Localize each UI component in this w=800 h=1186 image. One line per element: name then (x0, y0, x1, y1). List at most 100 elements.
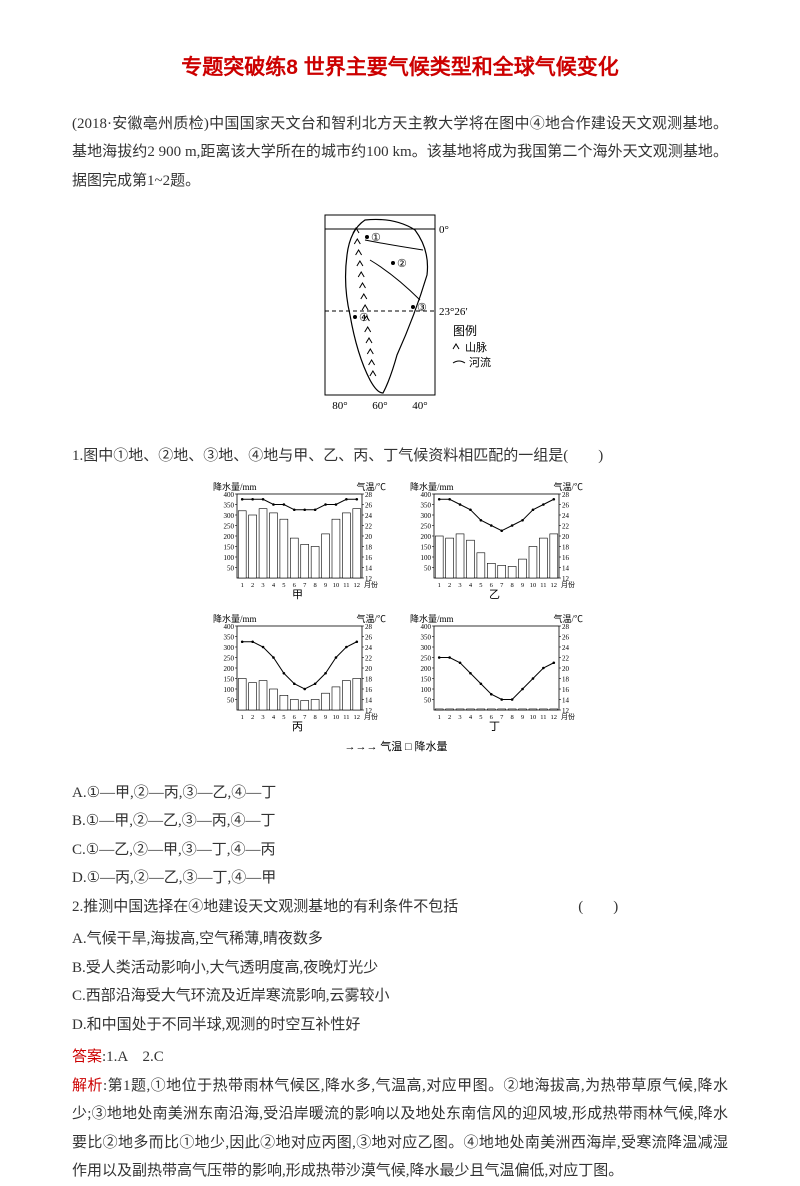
svg-text:降水量/mm: 降水量/mm (410, 613, 454, 624)
svg-text:6: 6 (293, 714, 297, 721)
svg-text:10: 10 (530, 714, 537, 721)
svg-text:1: 1 (438, 582, 441, 589)
svg-text:3: 3 (261, 714, 264, 721)
svg-text:16: 16 (562, 554, 570, 562)
svg-text:16: 16 (365, 686, 373, 694)
svg-text:20: 20 (562, 533, 570, 541)
svg-text:月份: 月份 (561, 580, 575, 589)
svg-text:250: 250 (421, 655, 432, 663)
answer-label: 答案 (72, 1049, 102, 1065)
svg-text:降水量/mm: 降水量/mm (213, 613, 257, 624)
svg-text:24: 24 (562, 644, 570, 652)
svg-text:50: 50 (227, 697, 235, 705)
svg-text:150: 150 (224, 544, 235, 552)
svg-text:18: 18 (365, 544, 373, 552)
svg-text:降水量/mm: 降水量/mm (410, 481, 454, 492)
svg-text:24: 24 (562, 512, 570, 520)
svg-text:3: 3 (261, 582, 264, 589)
svg-text:月份: 月份 (364, 712, 378, 721)
svg-text:200: 200 (224, 533, 235, 541)
intro-paragraph: (2018·安徽亳州质检)中国国家天文台和智利北方天主教大学将在图中④地合作建设… (72, 110, 728, 196)
svg-text:400: 400 (421, 623, 432, 631)
svg-text:4: 4 (469, 714, 473, 721)
svg-text:5: 5 (479, 582, 482, 589)
svg-text:2: 2 (251, 582, 254, 589)
svg-text:26: 26 (562, 502, 570, 510)
svg-text:8: 8 (511, 714, 514, 721)
svg-text:14: 14 (365, 697, 373, 705)
svg-text:12: 12 (551, 582, 558, 589)
svg-text:18: 18 (365, 676, 373, 684)
svg-text:300: 300 (224, 644, 235, 652)
svg-text:23°26′: 23°26′ (439, 306, 468, 318)
svg-text:22: 22 (365, 655, 373, 663)
q2-blank: ( ) (458, 899, 618, 915)
q2-option-a: A.气候干旱,海拔高,空气稀薄,晴夜数多 (72, 925, 728, 954)
svg-text:22: 22 (562, 523, 570, 531)
svg-text:10: 10 (333, 582, 340, 589)
svg-text:16: 16 (365, 554, 373, 562)
svg-text:60°: 60° (372, 400, 387, 412)
svg-text:8: 8 (314, 714, 317, 721)
svg-text:甲: 甲 (292, 589, 303, 601)
svg-text:7: 7 (500, 714, 504, 721)
svg-text:400: 400 (224, 623, 235, 631)
svg-text:2: 2 (251, 714, 254, 721)
svg-text:400: 400 (421, 491, 432, 499)
q2-option-b: B.受人类活动影响小,大气透明度高,夜晚灯光少 (72, 954, 728, 983)
svg-text:8: 8 (314, 582, 317, 589)
svg-text:月份: 月份 (561, 712, 575, 721)
explain-label: 解析 (72, 1078, 103, 1094)
q2-option-c: C.西部沿海受大气环流及近岸寒流影响,云雾较小 (72, 982, 728, 1011)
svg-text:6: 6 (490, 582, 494, 589)
svg-text:350: 350 (224, 634, 235, 642)
svg-text:丙: 丙 (292, 721, 303, 733)
svg-text:7: 7 (303, 582, 307, 589)
svg-text:50: 50 (227, 565, 235, 573)
svg-text:26: 26 (365, 634, 373, 642)
svg-text:1: 1 (241, 582, 244, 589)
svg-text:28: 28 (365, 623, 373, 631)
svg-text:14: 14 (562, 697, 570, 705)
svg-text:100: 100 (224, 554, 235, 562)
svg-text:16: 16 (562, 686, 570, 694)
svg-text:3: 3 (458, 582, 461, 589)
svg-text:5: 5 (479, 714, 482, 721)
svg-text:8: 8 (511, 582, 514, 589)
page-title: 专题突破练8 世界主要气候类型和全球气候变化 (72, 48, 728, 88)
svg-text:100: 100 (224, 686, 235, 694)
svg-text:9: 9 (324, 582, 327, 589)
svg-text:降水量/mm: 降水量/mm (213, 481, 257, 492)
svg-text:1: 1 (241, 714, 244, 721)
svg-text:河流: 河流 (469, 355, 491, 369)
svg-text:200: 200 (421, 665, 432, 673)
svg-text:350: 350 (421, 502, 432, 510)
svg-text:250: 250 (224, 655, 235, 663)
q2-stem: 2.推测中国选择在④地建设天文观测基地的有利条件不包括 ( ) (72, 893, 728, 922)
svg-text:③: ③ (417, 302, 427, 314)
svg-text:9: 9 (521, 714, 524, 721)
svg-text:1: 1 (438, 714, 441, 721)
svg-text:图例: 图例 (453, 324, 477, 338)
svg-text:250: 250 (421, 523, 432, 531)
svg-text:14: 14 (365, 565, 373, 573)
svg-text:28: 28 (562, 491, 570, 499)
svg-text:250: 250 (224, 523, 235, 531)
svg-text:150: 150 (421, 544, 432, 552)
svg-text:10: 10 (333, 714, 340, 721)
svg-text:20: 20 (365, 665, 373, 673)
svg-text:28: 28 (562, 623, 570, 631)
svg-text:40°: 40° (412, 400, 427, 412)
svg-text:11: 11 (343, 582, 349, 589)
svg-text:7: 7 (500, 582, 504, 589)
svg-text:200: 200 (224, 665, 235, 673)
svg-text:→→→ 气温 □ 降水量: →→→ 气温 □ 降水量 (345, 739, 448, 753)
svg-text:11: 11 (540, 714, 546, 721)
svg-text:3: 3 (458, 714, 461, 721)
svg-text:5: 5 (282, 582, 285, 589)
svg-text:月份: 月份 (364, 580, 378, 589)
svg-text:乙: 乙 (489, 588, 500, 601)
svg-text:50: 50 (424, 697, 432, 705)
svg-text:26: 26 (365, 502, 373, 510)
svg-text:12: 12 (354, 714, 361, 721)
